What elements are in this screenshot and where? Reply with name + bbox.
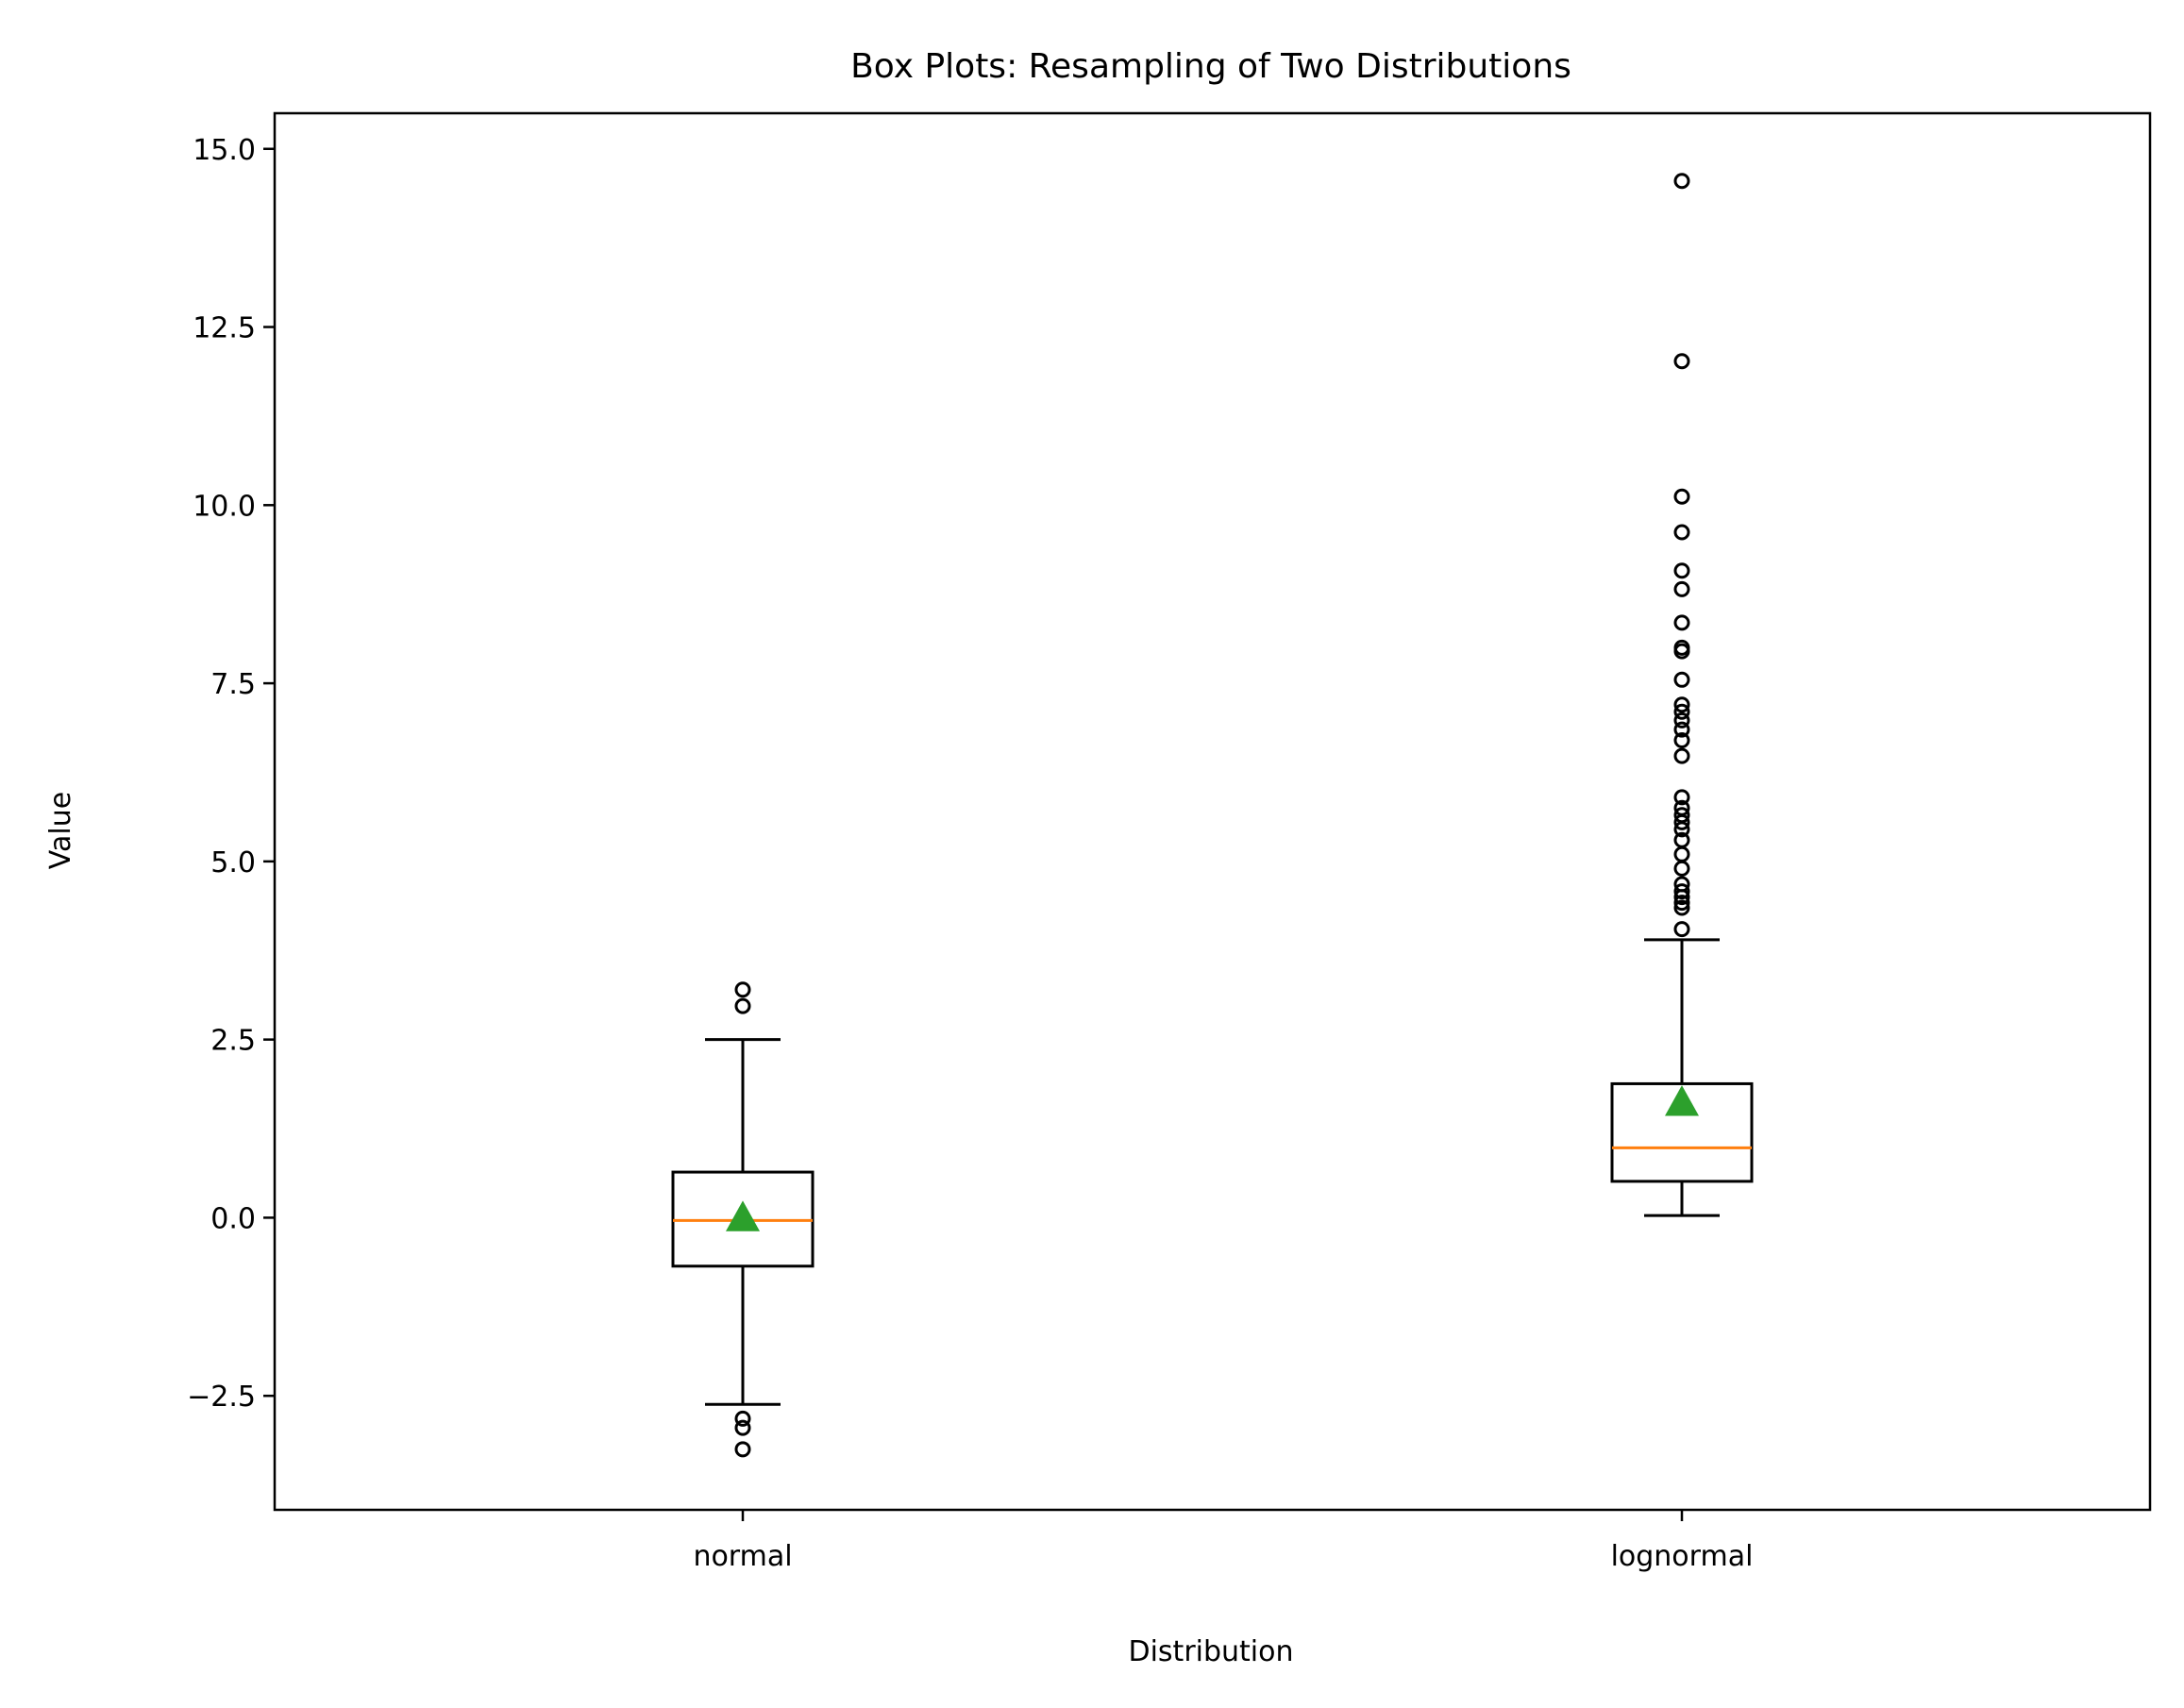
- y-tick-label: 15.0: [193, 134, 256, 167]
- flier-point: [734, 997, 751, 1014]
- flier-point: [1673, 524, 1690, 541]
- y-tick-label: −2.5: [187, 1381, 256, 1414]
- flier-point: [1673, 846, 1690, 862]
- flier-point: [1673, 921, 1690, 938]
- box-group-lognormal: [1610, 173, 1754, 1217]
- x-axis: normal lognormal: [693, 1510, 1753, 1573]
- flier-point: [1673, 353, 1690, 370]
- plot-area: [273, 111, 2152, 1512]
- x-axis-label: Distribution: [1128, 1635, 1293, 1668]
- iqr-box: [671, 1170, 815, 1268]
- y-tick-label: 12.5: [193, 312, 256, 345]
- flier-point: [1673, 671, 1690, 688]
- flier-point: [1673, 580, 1690, 597]
- flier-point: [1673, 703, 1690, 720]
- y-tick-label: 7.5: [210, 668, 256, 701]
- flier-point: [1673, 895, 1690, 912]
- y-tick-label: 0.0: [210, 1202, 256, 1235]
- flier-point: [1673, 789, 1690, 806]
- box-group-normal: [671, 981, 815, 1458]
- flier-point: [1673, 731, 1690, 748]
- y-tick-label: 2.5: [210, 1025, 256, 1058]
- flier-point: [734, 981, 751, 998]
- flier-point: [1673, 696, 1690, 713]
- flier-point: [1673, 721, 1690, 738]
- iqr-box: [1610, 1081, 1754, 1183]
- flier-point: [1673, 860, 1690, 877]
- flier-point: [734, 1419, 751, 1436]
- flier-point: [1673, 799, 1690, 816]
- y-axis: −2.5 0.0 2.5 5.0 7.5 10.0 12.5 15.0: [187, 134, 275, 1414]
- y-tick-label: 5.0: [210, 846, 256, 879]
- flier-point: [1673, 876, 1690, 893]
- flier-point: [1673, 173, 1690, 190]
- x-tick-label: lognormal: [1611, 1540, 1754, 1573]
- y-tick-label: 10.0: [193, 490, 256, 523]
- flier-point: [1673, 562, 1690, 579]
- flier-point: [1673, 614, 1690, 631]
- mean-marker: [1665, 1085, 1699, 1116]
- chart-title: Box Plots: Resampling of Two Distributio…: [850, 47, 1571, 86]
- x-tick-label: normal: [693, 1540, 792, 1573]
- flier-point: [1673, 807, 1690, 824]
- flier-point: [1673, 747, 1690, 764]
- flier-point: [1673, 712, 1690, 728]
- flier-point: [1673, 899, 1690, 916]
- flier-point: [1673, 831, 1690, 848]
- flier-point: [1673, 488, 1690, 505]
- flier-point: [734, 1441, 751, 1458]
- plot-frame: [273, 111, 2152, 1512]
- flier-point: [734, 1410, 751, 1427]
- flier-point: [1673, 639, 1690, 656]
- flier-point: [1673, 883, 1690, 900]
- y-axis-label: Value: [44, 792, 77, 869]
- mean-marker: [726, 1200, 760, 1231]
